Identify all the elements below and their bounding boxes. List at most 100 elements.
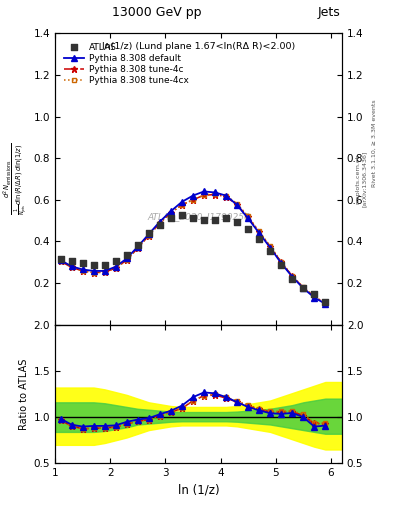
Pythia 8.308 default: [136, 244, 140, 250]
Pythia 8.308 tune-4cx: [279, 259, 284, 265]
Pythia 8.308 tune-4c: [191, 197, 195, 203]
ATLAS: [201, 216, 207, 224]
Pythia 8.308 tune-4cx: [257, 228, 261, 234]
Pythia 8.308 tune-4c: [113, 265, 118, 271]
Pythia 8.308 tune-4cx: [136, 245, 140, 251]
Pythia 8.308 tune-4cx: [124, 257, 129, 263]
Pythia 8.308 tune-4c: [246, 215, 250, 221]
Pythia 8.308 tune-4c: [158, 220, 162, 226]
Text: ATLAS_2020_I1790256: ATLAS_2020_I1790256: [147, 212, 250, 221]
ATLAS: [146, 229, 152, 237]
Pythia 8.308 tune-4c: [80, 268, 85, 274]
Pythia 8.308 default: [58, 257, 63, 263]
Pythia 8.308 tune-4cx: [102, 269, 107, 275]
ATLAS: [289, 275, 296, 283]
Pythia 8.308 tune-4cx: [202, 192, 206, 198]
Pythia 8.308 default: [80, 266, 85, 272]
Pythia 8.308 tune-4c: [213, 191, 217, 198]
Pythia 8.308 tune-4cx: [58, 258, 63, 264]
ATLAS: [223, 215, 229, 223]
Pythia 8.308 tune-4c: [102, 269, 107, 275]
ATLAS: [245, 225, 251, 233]
Pythia 8.308 tune-4c: [257, 229, 261, 235]
Text: Jets: Jets: [317, 7, 340, 19]
Pythia 8.308 tune-4cx: [224, 193, 228, 199]
Pythia 8.308 default: [158, 219, 162, 225]
Pythia 8.308 tune-4c: [312, 293, 317, 300]
Pythia 8.308 tune-4cx: [69, 264, 74, 270]
Pythia 8.308 default: [169, 208, 173, 215]
Text: Rivet 3.1.10, ≥ 3.3M events: Rivet 3.1.10, ≥ 3.3M events: [372, 99, 376, 187]
Y-axis label: Ratio to ATLAS: Ratio to ATLAS: [19, 358, 29, 430]
Pythia 8.308 tune-4cx: [235, 200, 239, 206]
ATLAS: [234, 218, 240, 226]
Pythia 8.308 default: [180, 199, 184, 205]
ATLAS: [90, 261, 97, 269]
Pythia 8.308 tune-4c: [69, 264, 74, 270]
ATLAS: [267, 247, 274, 255]
Pythia 8.308 tune-4cx: [191, 197, 195, 203]
Pythia 8.308 tune-4cx: [158, 220, 162, 226]
ATLAS: [300, 284, 307, 292]
Pythia 8.308 tune-4c: [147, 232, 151, 239]
Pythia 8.308 tune-4c: [58, 258, 63, 264]
ATLAS: [311, 290, 318, 298]
Pythia 8.308 default: [323, 301, 328, 307]
ATLAS: [123, 251, 130, 259]
Pythia 8.308 tune-4cx: [113, 265, 118, 271]
Pythia 8.308 tune-4c: [301, 285, 306, 291]
Pythia 8.308 default: [257, 230, 261, 236]
ATLAS: [135, 241, 141, 249]
Pythia 8.308 tune-4c: [136, 245, 140, 251]
ATLAS: [190, 215, 196, 223]
Pythia 8.308 default: [213, 189, 217, 196]
Pythia 8.308 default: [191, 193, 195, 199]
Pythia 8.308 tune-4cx: [147, 232, 151, 239]
Pythia 8.308 default: [113, 264, 118, 270]
Pythia 8.308 default: [202, 188, 206, 195]
Line: Pythia 8.308 tune-4c: Pythia 8.308 tune-4c: [57, 191, 329, 307]
Pythia 8.308 tune-4c: [323, 301, 328, 307]
Pythia 8.308 tune-4c: [279, 259, 284, 265]
ATLAS: [157, 221, 163, 229]
Pythia 8.308 tune-4cx: [323, 300, 328, 306]
Pythia 8.308 tune-4c: [235, 202, 239, 208]
ATLAS: [212, 216, 218, 224]
Pythia 8.308 default: [91, 268, 96, 274]
ATLAS: [112, 257, 119, 265]
X-axis label: ln (1/z): ln (1/z): [178, 484, 219, 497]
ATLAS: [68, 257, 75, 265]
Pythia 8.308 default: [301, 285, 306, 291]
Pythia 8.308 tune-4cx: [91, 269, 96, 275]
Y-axis label: $\frac{d^2 N_{\mathrm{emissions}}}{\frac{1}{N_{\mathrm{jets}}}d\ln(R/\Delta R)\,: $\frac{d^2 N_{\mathrm{emissions}}}{\frac…: [2, 143, 29, 215]
Pythia 8.308 default: [290, 274, 295, 280]
ATLAS: [168, 215, 174, 223]
Pythia 8.308 tune-4cx: [312, 293, 317, 300]
Pythia 8.308 tune-4c: [290, 273, 295, 279]
ATLAS: [57, 255, 64, 263]
Pythia 8.308 default: [147, 231, 151, 237]
Pythia 8.308 default: [235, 202, 239, 208]
ATLAS: [322, 297, 329, 306]
Text: ln(1/z) (Lund plane 1.67<ln(RΔ R)<2.00): ln(1/z) (Lund plane 1.67<ln(RΔ R)<2.00): [102, 42, 295, 51]
Pythia 8.308 tune-4cx: [80, 268, 85, 274]
Pythia 8.308 default: [224, 193, 228, 199]
Pythia 8.308 default: [246, 216, 250, 222]
Text: [arXiv:1306.3436]: [arXiv:1306.3436]: [362, 151, 367, 207]
Text: mcplots.cern.ch: mcplots.cern.ch: [355, 154, 360, 204]
Pythia 8.308 tune-4cx: [301, 284, 306, 290]
Pythia 8.308 default: [312, 294, 317, 301]
ATLAS: [179, 211, 185, 220]
Text: 13000 GeV pp: 13000 GeV pp: [112, 7, 202, 19]
Legend: ATLAS, Pythia 8.308 default, Pythia 8.308 tune-4c, Pythia 8.308 tune-4cx: ATLAS, Pythia 8.308 default, Pythia 8.30…: [62, 41, 190, 87]
ATLAS: [79, 259, 86, 267]
Pythia 8.308 tune-4cx: [246, 214, 250, 220]
Pythia 8.308 default: [268, 245, 273, 251]
Pythia 8.308 tune-4c: [124, 257, 129, 263]
Pythia 8.308 tune-4c: [202, 192, 206, 198]
ATLAS: [101, 261, 108, 269]
Pythia 8.308 tune-4cx: [268, 243, 273, 249]
Line: Pythia 8.308 default: Pythia 8.308 default: [58, 188, 328, 307]
Pythia 8.308 tune-4cx: [180, 202, 184, 208]
Pythia 8.308 default: [279, 260, 284, 266]
